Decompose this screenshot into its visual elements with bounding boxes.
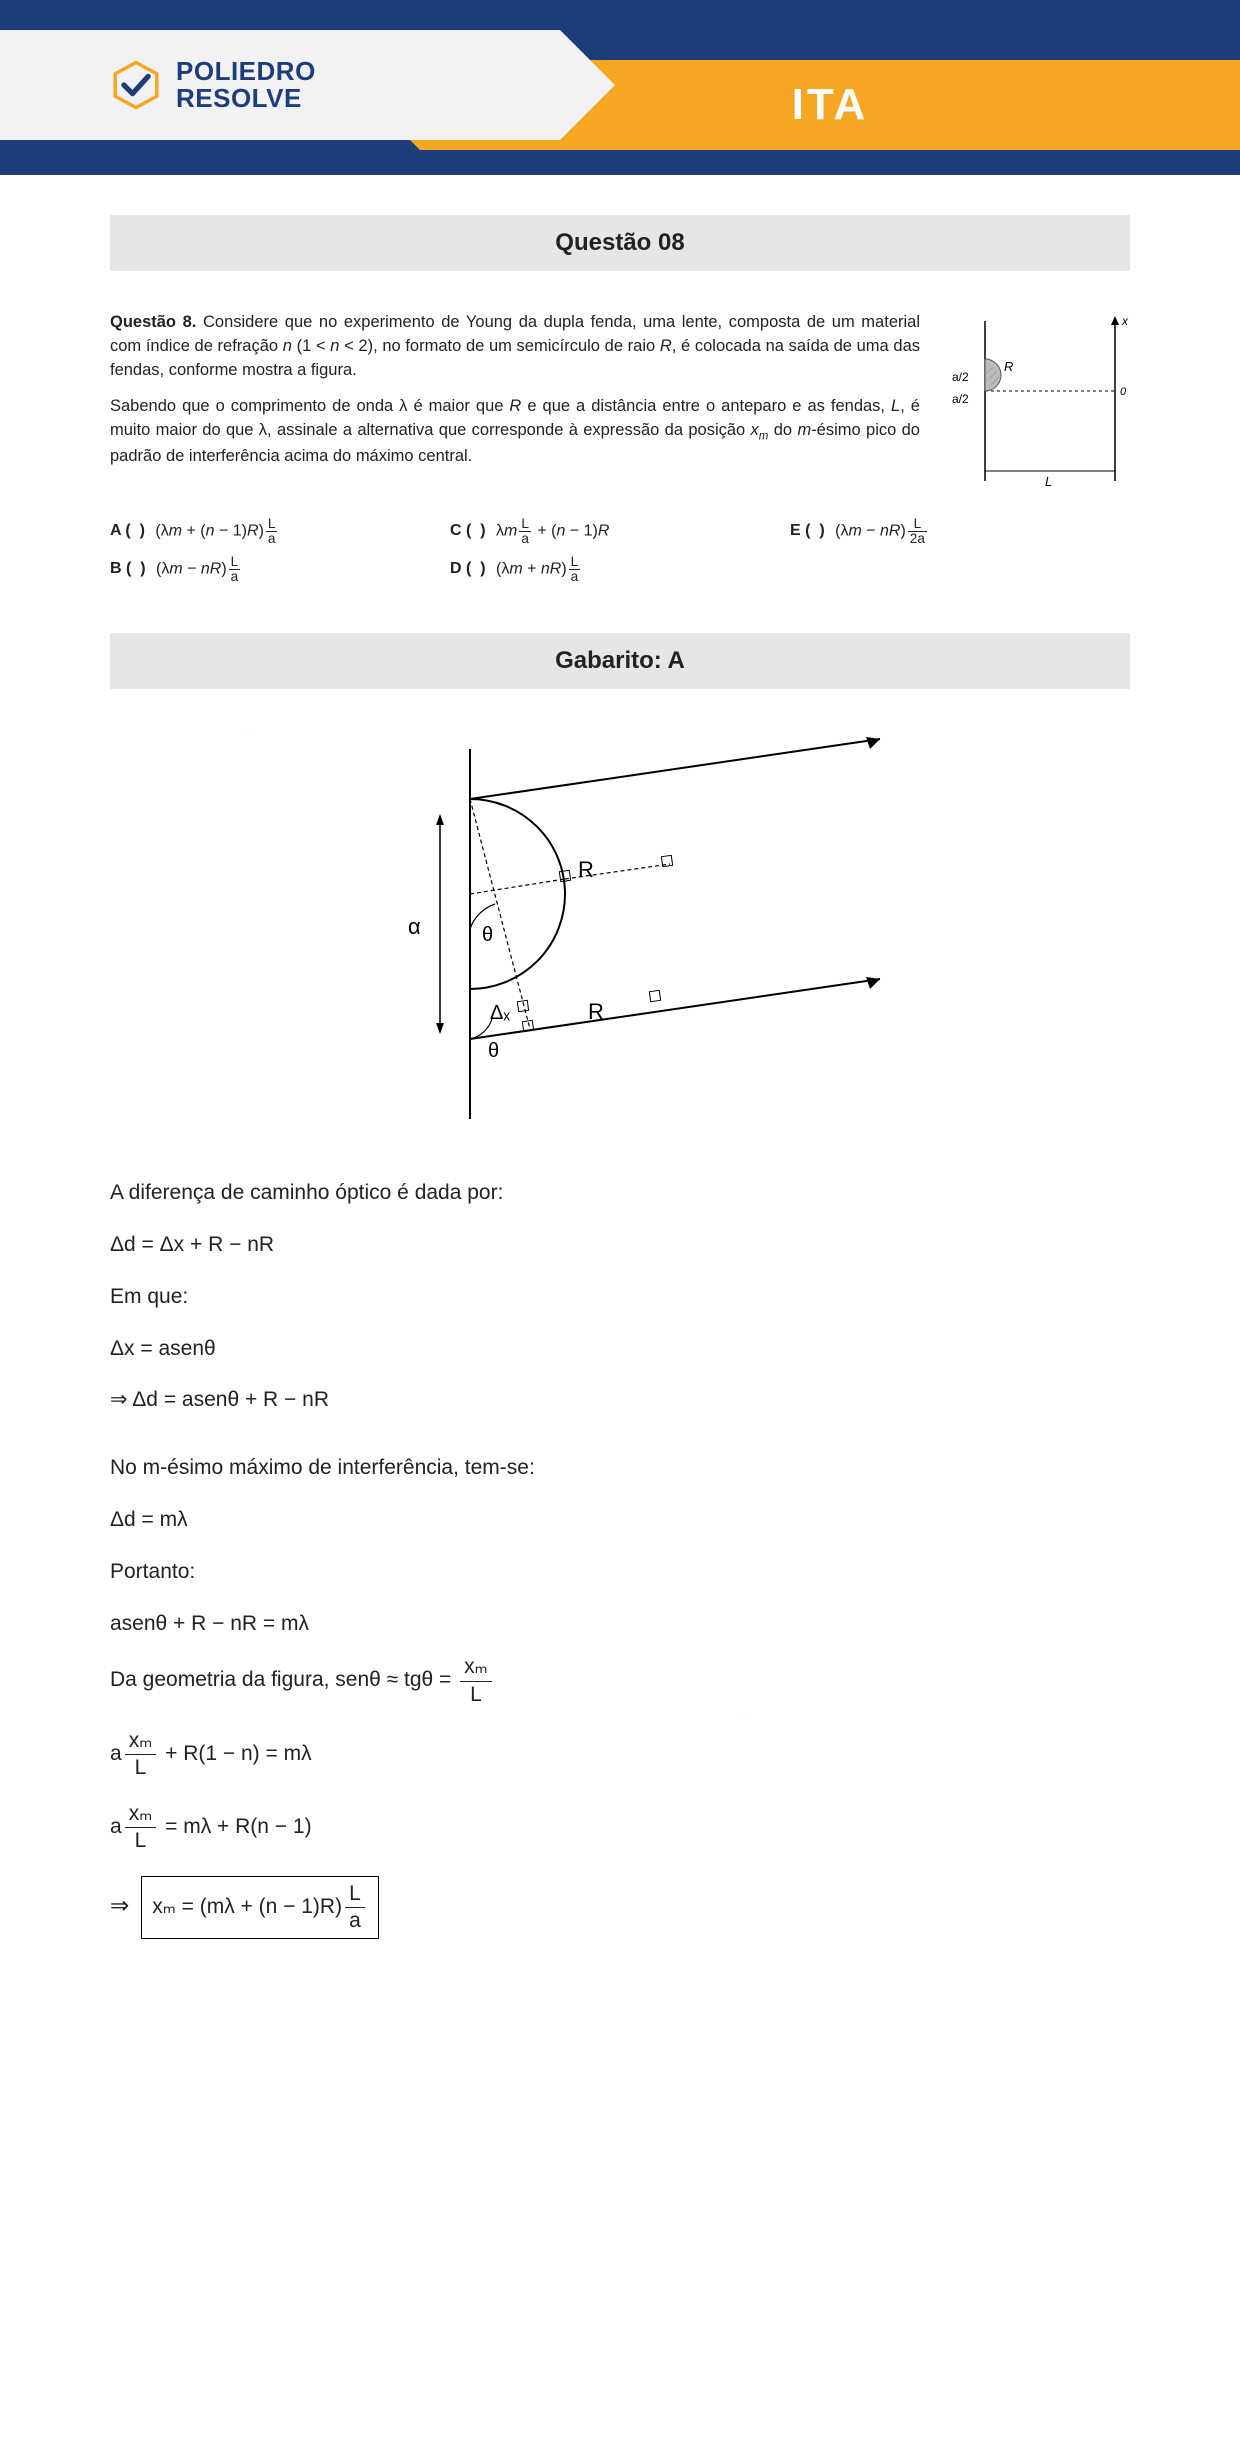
sol-eq3: Δd = mλ bbox=[110, 1501, 1130, 1539]
header-white-banner: POLIEDRO RESOLVE bbox=[0, 30, 560, 140]
sol-line2: Em que: bbox=[110, 1278, 1130, 1316]
page: ITA POLIEDRO RESOLVE Questão 08 Qu bbox=[0, 0, 1240, 2449]
question-text: Questão 8. Considere que no experimento … bbox=[110, 311, 920, 481]
fig-x-label: x bbox=[1121, 314, 1129, 328]
brand-text: POLIEDRO RESOLVE bbox=[176, 58, 316, 113]
fig-o-label: 0 bbox=[1120, 386, 1127, 398]
sol-line1: A diferença de caminho óptico é dada por… bbox=[110, 1174, 1130, 1212]
question-figure: x a/2 a/2 0 bbox=[940, 311, 1130, 499]
sol-eq2b: ⇒ Δd = asenθ + R − nR bbox=[110, 1381, 1130, 1419]
alt-D: D ( ) (λm + nR)La bbox=[450, 555, 790, 583]
solfig-R2: R bbox=[588, 999, 604, 1024]
fig-L-label: L bbox=[1045, 474, 1052, 489]
sol-eq5: axₘL + R(1 − n) = mλ bbox=[110, 1730, 1130, 1779]
question-title: Questão 08 bbox=[110, 215, 1130, 271]
sol-eq2a: Δx = asenθ bbox=[110, 1330, 1130, 1368]
solfig-theta1: θ bbox=[482, 924, 493, 946]
exam-name: ITA bbox=[792, 80, 869, 130]
alternatives: A ( ) (λm + (n − 1)R)La C ( ) λmLa + (n … bbox=[110, 517, 1130, 583]
sol-line4: Portanto: bbox=[110, 1553, 1130, 1591]
question-lead-label: Questão 8. bbox=[110, 313, 196, 331]
answer-title: Gabarito: A bbox=[110, 633, 1130, 689]
content: Questão 08 Questão 8. Considere que no e… bbox=[0, 175, 1240, 2013]
alt-E: E ( ) (λm − nR)L2a bbox=[790, 517, 1130, 545]
solfig-theta2: θ bbox=[488, 1040, 499, 1062]
fig-a2-top: a/2 bbox=[952, 370, 969, 384]
brand-line1: POLIEDRO bbox=[176, 58, 316, 85]
question-block: Questão 8. Considere que no experimento … bbox=[110, 311, 1130, 583]
brand-line2: RESOLVE bbox=[176, 85, 316, 112]
sol-eq1: Δd = Δx + R − nR bbox=[110, 1226, 1130, 1264]
alt-A: A ( ) (λm + (n − 1)R)La bbox=[110, 517, 450, 545]
sol-eq4: asenθ + R − nR = mλ bbox=[110, 1605, 1130, 1643]
logo-hexagon-icon bbox=[110, 59, 162, 111]
sol-eq6: axₘL = mλ + R(n − 1) bbox=[110, 1803, 1130, 1852]
alt-B: B ( ) (λm − nR)La bbox=[110, 555, 450, 583]
fig-R-label: R bbox=[1004, 359, 1013, 374]
question-para1: Considere que no experimento de Young da… bbox=[110, 313, 920, 379]
solfig-alpha: α bbox=[408, 914, 421, 939]
header: ITA POLIEDRO RESOLVE bbox=[0, 0, 1240, 175]
sol-line5: Da geometria da figura, senθ ≈ tgθ = xₘL bbox=[110, 1656, 1130, 1705]
question-para2: Sabendo que o comprimento de onda λ é ma… bbox=[110, 395, 920, 469]
solfig-R1: R bbox=[578, 857, 594, 882]
solfig-deltax: Δₓ bbox=[490, 1002, 510, 1024]
solution-text: A diferença de caminho óptico é dada por… bbox=[110, 1174, 1130, 1939]
alt-C: C ( ) λmLa + (n − 1)R bbox=[450, 517, 790, 545]
sol-line3: No m-ésimo máximo de interferência, tem-… bbox=[110, 1449, 1130, 1487]
fig-a2-bot: a/2 bbox=[952, 392, 969, 406]
sol-eq7: ⇒ xₘ = (mλ + (n − 1)R)La bbox=[110, 1876, 1130, 1939]
solution-figure: R α θ θ Δₓ bbox=[340, 729, 900, 1134]
